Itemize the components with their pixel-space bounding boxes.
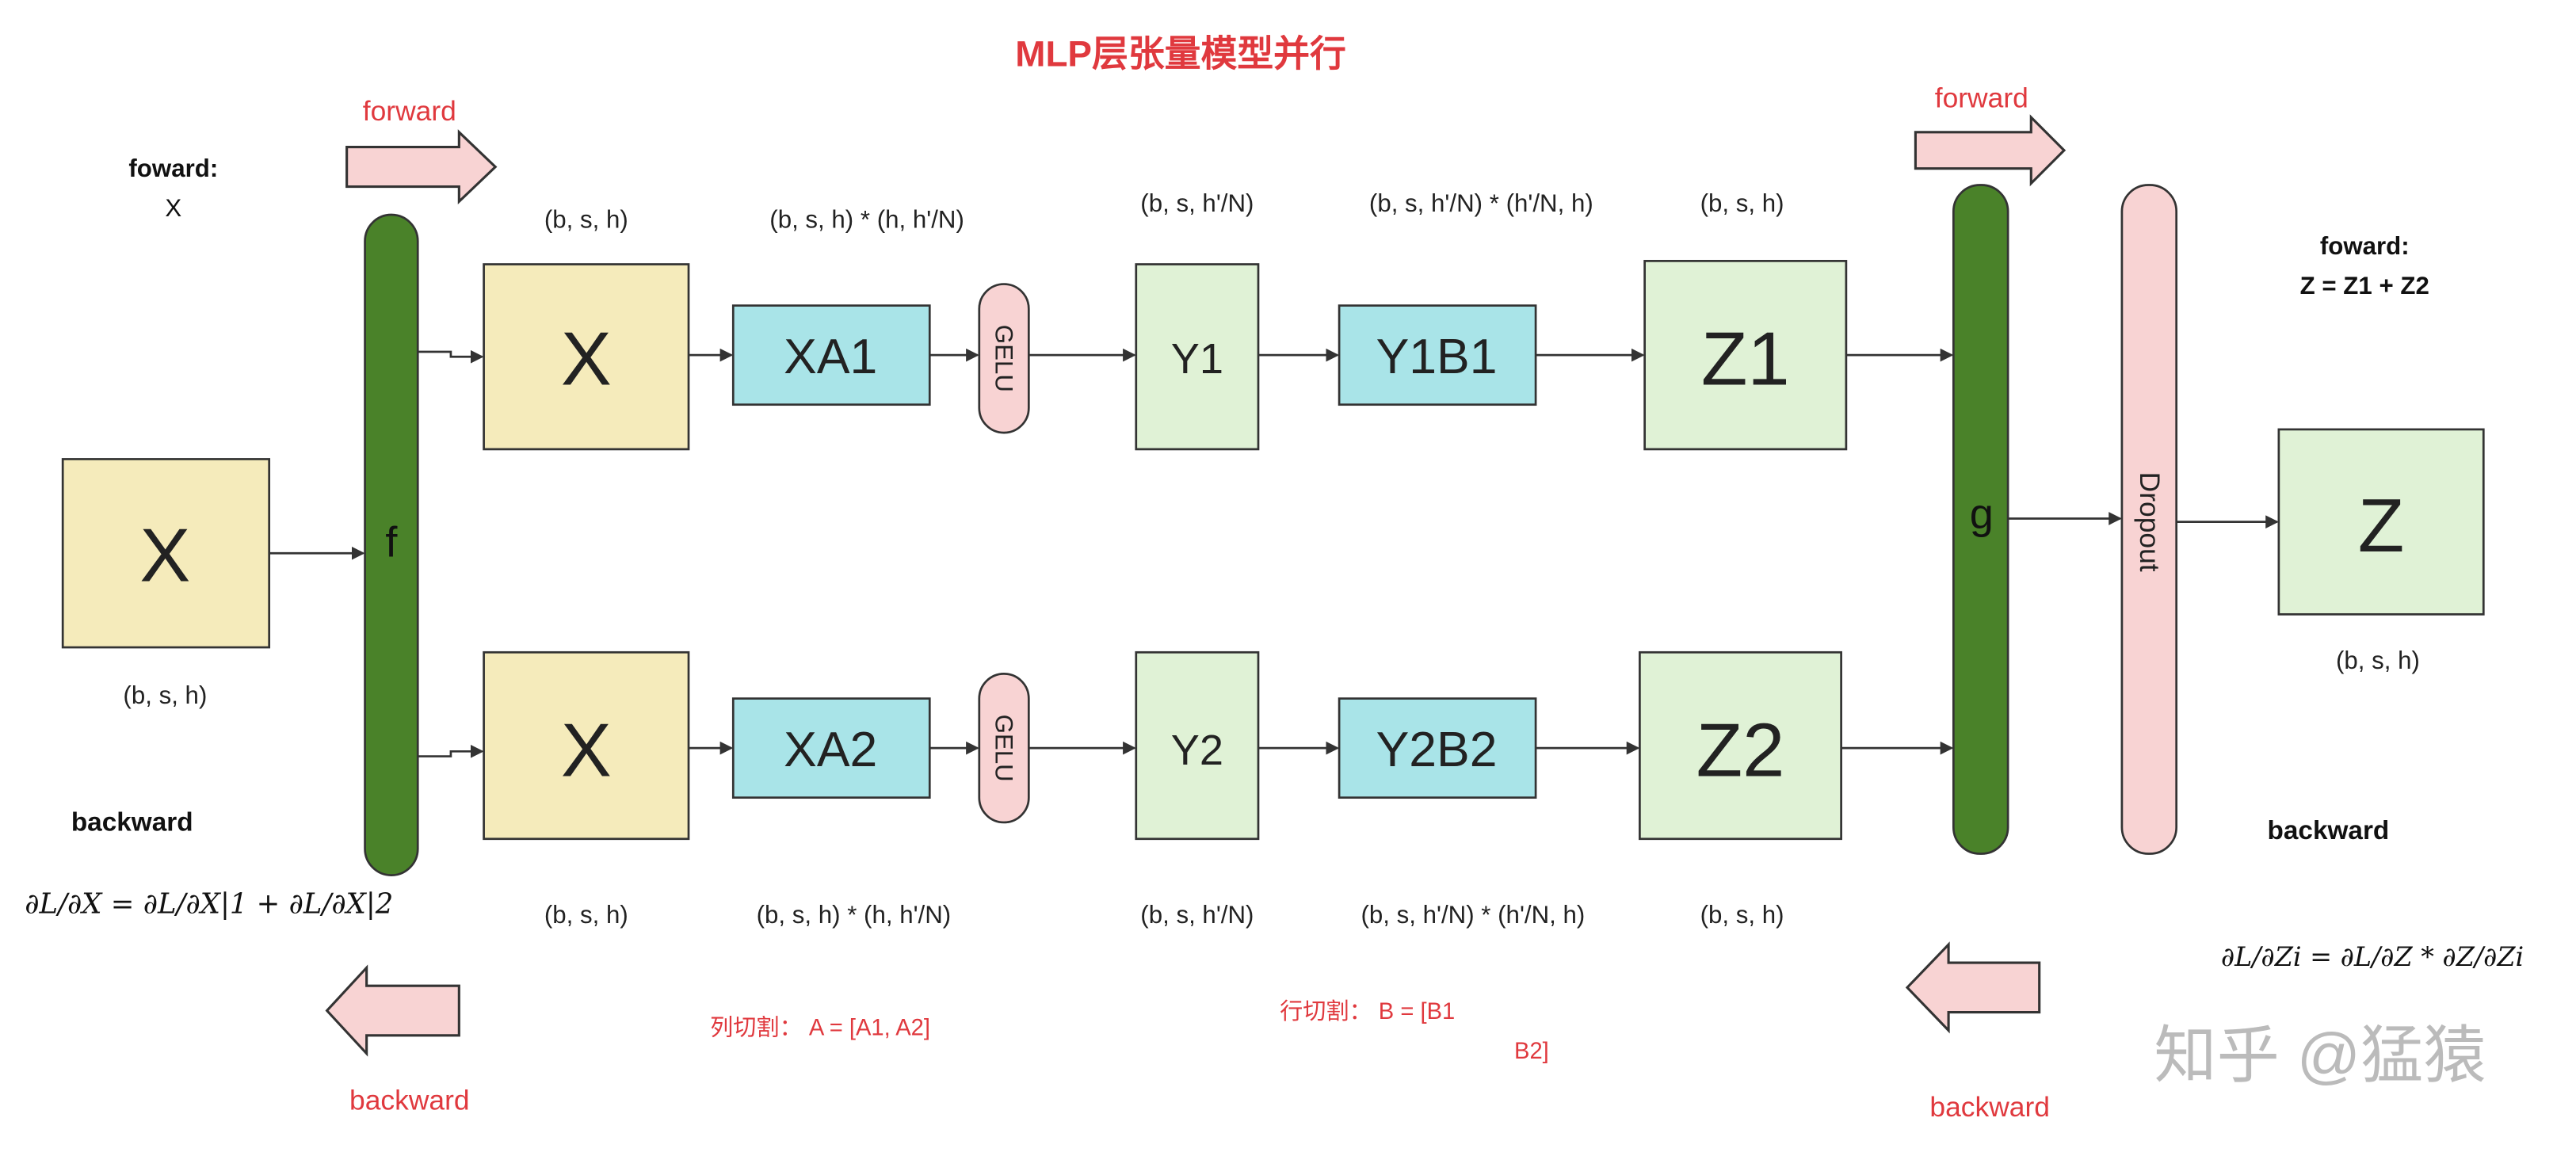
backward-arrow-right-icon bbox=[1905, 941, 2041, 1034]
xa1-label: XA1 bbox=[784, 329, 877, 384]
x-label-bottom: X bbox=[561, 708, 612, 793]
forward-note-left-1: foward: bbox=[128, 155, 218, 182]
y2-label: Y2 bbox=[1171, 727, 1223, 774]
y1-box bbox=[1135, 263, 1260, 451]
z1-box bbox=[1643, 260, 1848, 451]
xa1-box bbox=[731, 304, 931, 406]
y2b2-box bbox=[1338, 697, 1537, 799]
g-operator-bar bbox=[1952, 184, 2009, 855]
backward-label-left: backward bbox=[349, 1085, 470, 1116]
backward-formula-right: ∂L/∂Zi = ∂L/∂Z * ∂Z/∂Zi bbox=[2221, 941, 2524, 972]
backward-note-right: backward bbox=[2268, 816, 2390, 845]
x-box-bottom bbox=[483, 650, 690, 841]
dim-label: (b, s, h) * (h, h'/N) bbox=[757, 901, 952, 929]
forward-note-right-1: foward: bbox=[2320, 232, 2410, 260]
dim-label: (b, s, h) bbox=[544, 901, 628, 929]
z2-box bbox=[1639, 650, 1842, 841]
gelu-bottom bbox=[978, 673, 1030, 824]
xa2-box bbox=[731, 697, 931, 799]
z1-label: Z1 bbox=[1701, 317, 1790, 402]
y1-label: Y1 bbox=[1171, 335, 1223, 383]
output-dim: (b, s, h) bbox=[2336, 647, 2420, 674]
watermark: 知乎 @猛猿 bbox=[2154, 1020, 2486, 1090]
gelu-label-top: GELU bbox=[990, 325, 1018, 392]
forward-note-right-2: Z = Z1 + Z2 bbox=[2300, 272, 2429, 299]
x-box-top bbox=[483, 263, 690, 451]
backward-formula-left: ∂L/∂X = ∂L/∂X|1 + ∂L/∂X|2 bbox=[25, 888, 393, 921]
backward-note-left: backward bbox=[71, 807, 193, 837]
edge-f-to-x1 bbox=[418, 349, 484, 364]
input-x-label: X bbox=[139, 513, 190, 598]
edge-f-to-x2 bbox=[418, 744, 484, 758]
dim-label: (b, s, h) bbox=[1700, 901, 1784, 929]
bottom-row: X XA2 GELU Y2 Y2B2 Z2 (b, s, h) (b, s, h… bbox=[483, 650, 1842, 929]
y2b2-label: Y2B2 bbox=[1376, 722, 1498, 777]
dim-label: (b, s, h'/N) * (h'/N, h) bbox=[1361, 901, 1585, 929]
x-label-top: X bbox=[561, 317, 612, 402]
forward-arrow-left-icon bbox=[345, 129, 498, 205]
y2-box bbox=[1135, 650, 1260, 841]
top-row: (b, s, h) (b, s, h) * (h, h'/N) (b, s, h… bbox=[483, 189, 1848, 451]
dim-label: (b, s, h'/N) * (h'/N, h) bbox=[1369, 189, 1593, 217]
page-title: MLP层张量模型并行 bbox=[1015, 33, 1346, 74]
forward-label-right: forward bbox=[1935, 82, 2028, 114]
f-operator-bar bbox=[364, 213, 419, 876]
output-z-label: Z bbox=[2358, 483, 2405, 568]
dim-label: (b, s, h) * (h, h'/N) bbox=[769, 206, 964, 234]
dim-label: (b, s, h'/N) bbox=[1140, 189, 1254, 217]
f-label: f bbox=[385, 518, 398, 566]
backward-label-right: backward bbox=[1929, 1091, 2050, 1123]
edges bbox=[269, 348, 2279, 758]
z2-label: Z2 bbox=[1696, 708, 1785, 793]
gelu-label-bottom: GELU bbox=[990, 715, 1018, 782]
row-split-note-2: B2] bbox=[1514, 1039, 1549, 1064]
forward-note-left-2: X bbox=[165, 194, 181, 222]
backward-arrow-left-icon bbox=[325, 964, 460, 1057]
column-split-note: 列切割： A = [A1, A2] bbox=[710, 1015, 930, 1041]
gelu-top bbox=[978, 283, 1030, 434]
dim-label: (b, s, h) bbox=[1700, 189, 1784, 217]
input-x-box bbox=[61, 458, 271, 649]
input-dim: (b, s, h) bbox=[123, 681, 207, 709]
xa2-label: XA2 bbox=[784, 722, 877, 777]
dropout-label: Dropout bbox=[2134, 472, 2166, 572]
g-label: g bbox=[1970, 490, 1994, 538]
row-split-note-1: 行切割： B = [B1 bbox=[1280, 998, 1455, 1024]
dim-label: (b, s, h) bbox=[544, 206, 628, 234]
forward-label-left: forward bbox=[363, 95, 456, 127]
output-z-box bbox=[2277, 428, 2485, 616]
y1b1-label: Y1B1 bbox=[1376, 329, 1498, 384]
forward-arrow-right-icon bbox=[1914, 114, 2067, 187]
y1b1-box bbox=[1338, 304, 1537, 406]
dim-label: (b, s, h'/N) bbox=[1140, 901, 1254, 929]
dropout-bar bbox=[2120, 184, 2178, 855]
